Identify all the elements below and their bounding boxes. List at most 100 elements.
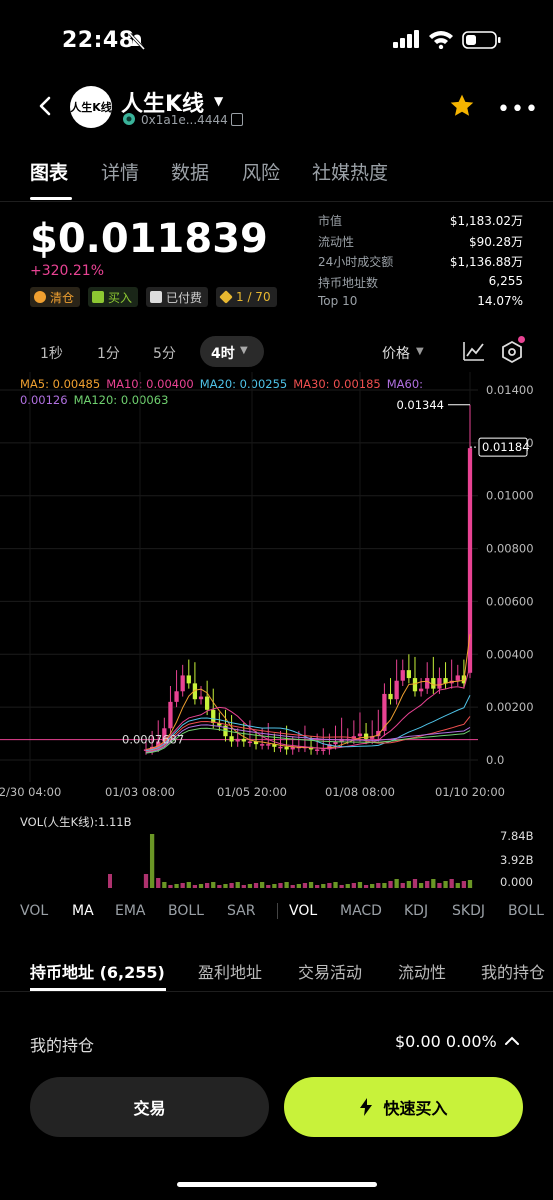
timeframe-1s[interactable]: 1秒 [40,346,63,362]
stat-market-cap: 市值 $1,183.02万 [318,214,523,228]
more-icon[interactable]: ••• [497,97,539,122]
tab-details[interactable]: 详情 [101,162,140,184]
candle [186,675,191,684]
volume-bar [198,884,204,888]
volume-bar [192,885,198,888]
candle [418,688,424,692]
volume-bar [296,884,301,888]
candle [388,693,393,700]
indicator-ma[interactable]: MA [72,903,94,919]
tab-activity[interactable]: 交易活动 [298,963,363,982]
indicator-boll[interactable]: BOLL [168,903,204,919]
candle [376,730,381,737]
timeframe-4h[interactable] [200,336,264,367]
indicator-boll-sub[interactable]: BOLL [508,903,544,919]
caret-down-icon[interactable]: ▼ [240,345,248,356]
tab-risk[interactable]: 风险 [242,162,281,184]
candle [400,670,405,681]
x-tick-label: 01/08 08:00 [325,785,395,799]
ma10-label: MA10: 0.00400 [106,377,194,391]
caret-down-icon[interactable]: ▼ [416,346,424,357]
last-price-label: 0.01184 [482,440,530,454]
candle [217,723,222,726]
tab-social[interactable]: 社媒热度 [312,162,389,184]
caret-down-icon[interactable]: ▼ [214,94,224,108]
volume-bar [351,883,356,888]
candle [247,741,253,743]
candle [168,701,173,729]
volume-bar [327,883,332,888]
candle [437,678,442,689]
diamond-icon [219,290,233,304]
last-price-box [478,437,528,457]
badge-paid: 已付费 [146,287,209,307]
settings-icon[interactable] [500,340,524,364]
candle [266,744,271,746]
price-chart[interactable]: 0.014000.012000.010000.008000.006000.004… [0,372,553,812]
candle [315,749,320,751]
indicator-macd[interactable]: MACD [340,903,382,919]
my-holdings-label[interactable]: 我的持仓 [30,1036,95,1055]
volume-bar [376,883,381,888]
indicator-icon[interactable] [462,340,486,362]
candle [412,678,418,692]
ma5-label: MA5: 0.00485 [20,377,101,391]
timeframe-4h-label[interactable]: 4时 [211,346,235,362]
timeframe-5m[interactable]: 5分 [153,346,176,362]
y-tick-label: 0.01000 [486,489,534,503]
divider [0,201,553,202]
volume-bar [394,879,399,888]
volume-bar [290,885,295,888]
ma30-label: MA30: 0.00185 [293,377,381,391]
token-name[interactable]: 人生K线 [121,92,205,117]
volume-bar [278,883,283,888]
stat-liquidity: 流动性 $90.28万 [318,234,523,249]
y-tick-label: 0.0 [486,753,504,767]
timeframe-1m[interactable]: 1分 [97,346,120,362]
candle [333,741,338,745]
back-icon[interactable] [36,94,56,118]
tab-profitable[interactable]: 盈利地址 [198,963,263,982]
volume-bar [455,883,460,888]
chevron-up-icon[interactable] [504,1034,520,1048]
volume-bar [253,883,259,888]
tab-chart[interactable]: 图表 [30,162,69,184]
volume-bar [108,874,112,888]
ma120-label: MA120: 0.00063 [73,393,169,407]
candle [229,736,234,742]
candle [143,749,149,751]
volume-bar [143,874,149,888]
token-address[interactable]: 0x1a1e...4444 [141,113,228,127]
price-selector[interactable]: 价格 [382,346,410,362]
copy-icon[interactable] [231,113,243,126]
volume-bar [247,884,253,888]
indicator-vol[interactable]: VOL [20,903,49,919]
volume-bar [204,883,210,888]
indicator-skdj[interactable]: SKDJ [452,903,485,919]
volume-bar [149,834,155,888]
indicator-ema[interactable]: EMA [115,903,146,919]
candle [162,728,167,742]
wifi-icon [429,31,453,49]
signal-icon [393,30,419,48]
divider [277,903,278,919]
volume-bar [400,883,405,888]
indicator-sar[interactable]: SAR [227,903,256,919]
volume-bar [388,881,393,888]
star-icon[interactable] [449,93,475,119]
lightning-icon [360,1098,373,1116]
quick-buy-button[interactable]: 快速买入 [284,1077,523,1137]
tab-data[interactable]: 数据 [171,162,210,184]
volume-bar [449,879,454,888]
ma60-label: MA60: 0.00126 [20,377,424,407]
candle [204,696,210,710]
indicator-vol-sub[interactable]: VOL [289,903,318,919]
trade-button[interactable]: 交易 [30,1077,269,1137]
tab-liquidity[interactable]: 流动性 [398,963,447,982]
tab-holders[interactable]: 持币地址 (6,255) [30,963,165,982]
volume-bar [339,885,344,888]
candle [425,678,430,689]
tab-my-holdings[interactable]: 我的持仓 [481,963,546,982]
ma-line [145,666,471,751]
indicator-kdj[interactable]: KDJ [404,903,429,919]
